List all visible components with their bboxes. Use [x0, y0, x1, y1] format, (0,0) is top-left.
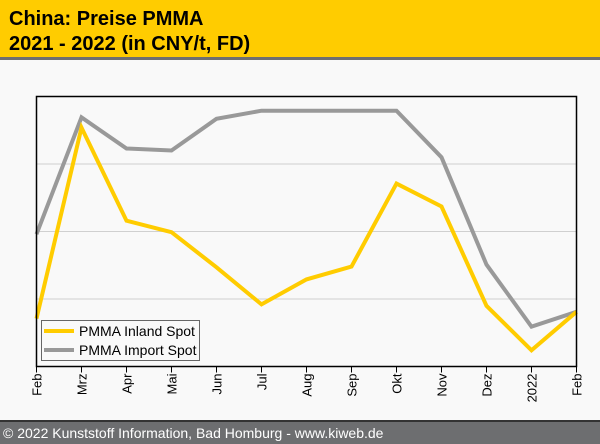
x-tick-label: Nov — [435, 373, 450, 397]
x-axis-ticks: Feb Mrz Apr Mai Jun Jul Aug Sep Okt Nov Dez 2022 Feb — [30, 366, 585, 403]
x-tick-label: 2022 — [525, 374, 540, 403]
x-tick-label: Jul — [255, 373, 270, 390]
x-tick-label: Dez — [480, 374, 495, 397]
legend-label-import: PMMA Import Spot — [79, 342, 197, 358]
legend-box — [41, 320, 200, 361]
legend-label-inland: PMMA Inland Spot — [79, 323, 195, 339]
x-tick-label: Feb — [30, 374, 45, 396]
legend: PMMA Inland Spot PMMA Import Spot — [41, 320, 200, 361]
footer: © 2022 Kunststoff Information, Bad Hombu… — [0, 420, 600, 444]
x-tick-label: Feb — [570, 374, 585, 396]
x-tick-label: Aug — [300, 374, 315, 397]
chart-header: China: Preise PMMA 2021 - 2022 (in CNY/t… — [0, 0, 600, 60]
x-tick-label: Okt — [390, 373, 405, 394]
x-tick-label: Sep — [345, 374, 360, 397]
series-line-inland — [34, 121, 578, 354]
x-tick-label: Apr — [120, 373, 135, 394]
x-tick-label: Mrz — [75, 374, 90, 396]
copyright-text: © 2022 Kunststoff Information, Bad Hombu… — [3, 425, 384, 441]
gridlines — [36, 163, 577, 300]
x-tick-label: Jun — [210, 374, 225, 395]
x-tick-label: Mai — [165, 373, 180, 394]
series-line-import — [34, 108, 578, 330]
series-lines — [34, 108, 578, 354]
chart-title: China: Preise PMMA — [9, 8, 204, 30]
chart-subtitle: 2021 - 2022 (in CNY/t, FD) — [9, 33, 251, 55]
